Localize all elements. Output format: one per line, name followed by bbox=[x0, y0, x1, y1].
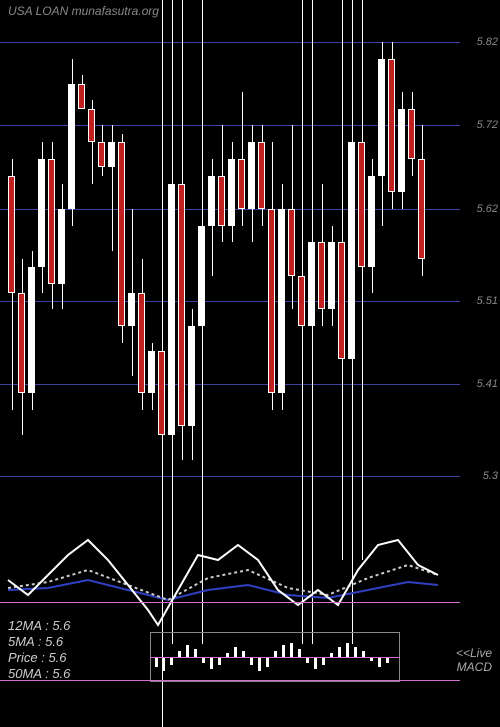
candle-body bbox=[408, 109, 415, 159]
candle-body bbox=[208, 176, 215, 226]
candle-body bbox=[138, 293, 145, 393]
candle-body bbox=[218, 176, 225, 226]
candle-body bbox=[318, 242, 325, 309]
candle-body bbox=[328, 242, 335, 309]
candle-body bbox=[78, 84, 85, 109]
info-text: 50MA : 5.6 bbox=[8, 666, 70, 681]
macd-hist-bar bbox=[290, 643, 293, 657]
candle-body bbox=[18, 293, 25, 393]
y-axis-label: 5.3 bbox=[483, 470, 498, 482]
gridline bbox=[0, 384, 460, 385]
candle-body bbox=[158, 351, 165, 435]
macd-label: <<Live bbox=[456, 646, 492, 660]
candle-body bbox=[258, 142, 265, 209]
candle-body bbox=[28, 267, 35, 392]
macd-hist-bar bbox=[322, 657, 325, 665]
macd-hist-bar bbox=[282, 645, 285, 657]
candle-body bbox=[248, 142, 255, 209]
macd-hist-bar bbox=[266, 657, 269, 667]
macd-hist-bar bbox=[378, 657, 381, 667]
candle-body bbox=[198, 226, 205, 326]
y-axis-label: 5.72 bbox=[477, 119, 498, 131]
candle-body bbox=[8, 176, 15, 293]
candle-body bbox=[348, 142, 355, 359]
candle-body bbox=[308, 242, 315, 326]
candle-body bbox=[38, 159, 45, 268]
price-chart: USA LOAN munafasutra.org bbox=[0, 0, 460, 560]
candle-body bbox=[398, 109, 405, 193]
chart-title: USA LOAN munafasutra.org bbox=[8, 4, 159, 18]
candle-body bbox=[88, 109, 95, 142]
candle-body bbox=[278, 209, 285, 393]
candle-body bbox=[358, 142, 365, 267]
candle-body bbox=[68, 84, 75, 209]
candle-body bbox=[148, 351, 155, 393]
info-text: 12MA : 5.6 bbox=[8, 618, 70, 633]
gridline bbox=[0, 301, 460, 302]
candle-body bbox=[418, 159, 425, 259]
candle-body bbox=[128, 293, 135, 326]
candle-body bbox=[298, 276, 305, 326]
y-axis-label: 5.62 bbox=[477, 203, 498, 215]
candle-body bbox=[188, 326, 195, 426]
macd-hist-bar bbox=[210, 657, 213, 669]
macd-hist-bar bbox=[234, 647, 237, 657]
candle-body bbox=[48, 159, 55, 284]
candle-body bbox=[168, 184, 175, 435]
indicator-line bbox=[8, 580, 438, 600]
macd-hist-bar bbox=[258, 657, 261, 671]
macd-hist-bar bbox=[314, 657, 317, 669]
macd-mid-line bbox=[150, 657, 400, 658]
macd-hist-bar bbox=[162, 657, 165, 671]
macd-hist-bar bbox=[170, 657, 173, 665]
candle-body bbox=[238, 159, 245, 209]
macd-hist-bar bbox=[338, 647, 341, 657]
macd-hist-bar bbox=[250, 657, 253, 665]
candle-body bbox=[178, 184, 185, 426]
info-text: Price : 5.6 bbox=[8, 650, 67, 665]
candle-body bbox=[338, 242, 345, 359]
macd-label: MACD bbox=[457, 660, 492, 674]
zero-line bbox=[0, 602, 460, 603]
indicator-line bbox=[8, 565, 438, 600]
y-axis-label: 5.51 bbox=[477, 295, 498, 307]
y-axis-label: 5.82 bbox=[477, 36, 498, 48]
candle-body bbox=[388, 59, 395, 193]
candle-body bbox=[228, 159, 235, 226]
zero-line bbox=[0, 680, 460, 681]
macd-hist-bar bbox=[298, 649, 301, 657]
gridline bbox=[0, 476, 460, 477]
macd-hist-bar bbox=[155, 657, 158, 667]
candle-body bbox=[58, 209, 65, 284]
candle-body bbox=[368, 176, 375, 268]
y-axis-label: 5.41 bbox=[477, 378, 498, 390]
macd-hist-bar bbox=[346, 643, 349, 657]
candle-body bbox=[118, 142, 125, 326]
candle-body bbox=[268, 209, 275, 393]
candle-body bbox=[378, 59, 385, 176]
candle-body bbox=[98, 142, 105, 167]
macd-hist-bar bbox=[186, 645, 189, 657]
macd-hist-bar bbox=[354, 647, 357, 657]
candle-body bbox=[288, 209, 295, 276]
candle-wick bbox=[362, 0, 363, 560]
macd-hist-bar bbox=[218, 657, 221, 665]
candle-body bbox=[108, 142, 115, 167]
info-text: 5MA : 5.6 bbox=[8, 634, 63, 649]
macd-hist-bar bbox=[194, 649, 197, 657]
